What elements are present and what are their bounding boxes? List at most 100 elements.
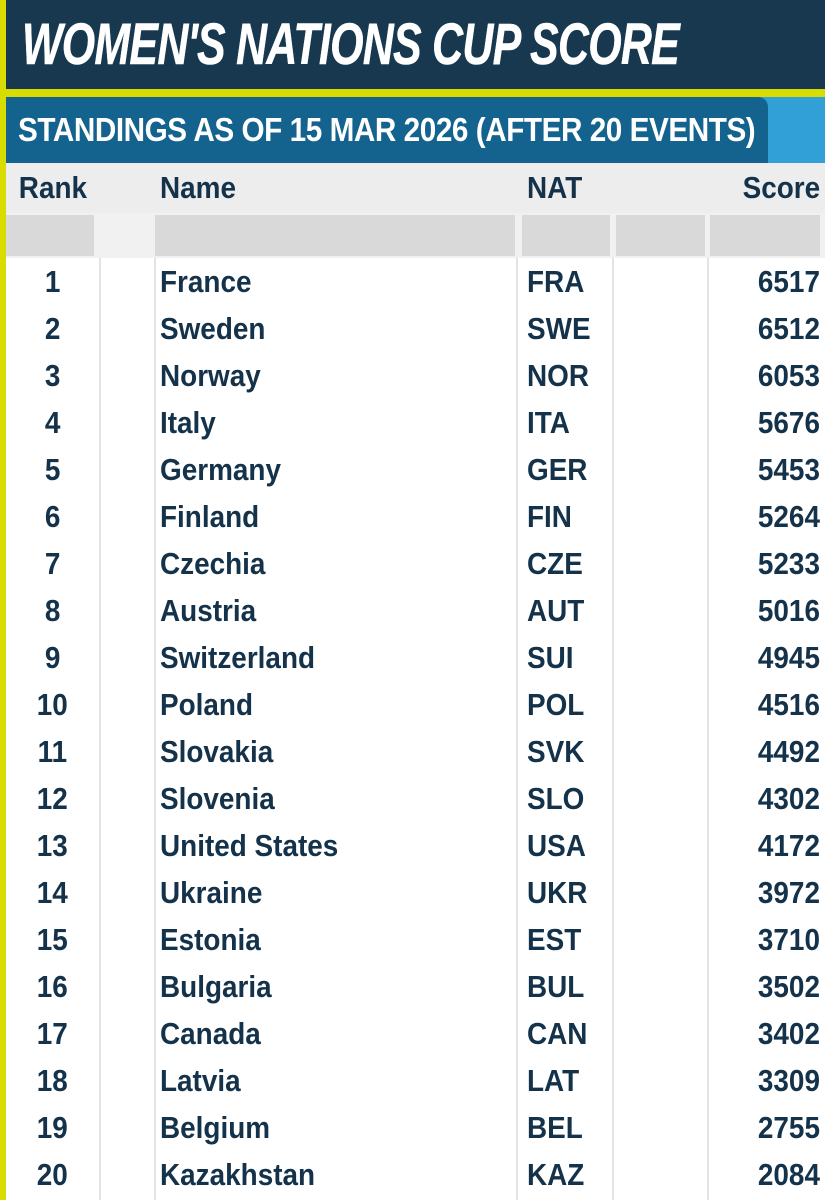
column-header-name-label: Name	[160, 170, 236, 205]
name-cell: France	[160, 264, 252, 299]
rank-cell-wrap: 3	[6, 352, 99, 399]
name-cell-wrap: Canada	[160, 1010, 272, 1057]
score-cell: 5453	[757, 452, 820, 487]
score-cell: 5016	[757, 593, 820, 628]
table-row: 1 France FRA 6517	[6, 258, 825, 305]
nat-cell: GER	[527, 452, 588, 487]
score-cell: 3710	[757, 922, 820, 957]
nat-cell: KAZ	[527, 1157, 585, 1192]
nat-cell-wrap: SUI	[527, 634, 579, 681]
table-row: 18 Latvia LAT 3309	[6, 1057, 825, 1104]
score-cell-wrap: 2084	[751, 1151, 820, 1198]
nat-cell: POL	[527, 687, 585, 722]
nat-cell: EST	[527, 922, 582, 957]
nat-cell-wrap: UKR	[527, 869, 594, 916]
standings-bar-inner: STANDINGS AS OF 15 MAR 2026 (AFTER 20 EV…	[6, 97, 768, 163]
rank-cell: 2	[44, 311, 61, 346]
rank-cell-wrap: 1	[6, 258, 99, 305]
rank-cell: 1	[44, 264, 61, 299]
standings-bar: STANDINGS AS OF 15 MAR 2026 (AFTER 20 EV…	[6, 97, 825, 163]
table-row: 6 Finland FIN 5264	[6, 493, 825, 540]
table-row: 2 Sweden SWE 6512	[6, 305, 825, 352]
rank-cell-wrap: 5	[6, 446, 99, 493]
score-cell-wrap: 2755	[751, 1104, 820, 1151]
column-separator	[707, 258, 709, 1200]
nat-cell: CAN	[527, 1016, 588, 1051]
score-cell: 4302	[757, 781, 820, 816]
score-cell: 2084	[757, 1157, 820, 1192]
table-row: 10 Poland POL 4516	[6, 681, 825, 728]
name-cell-wrap: Czechia	[160, 540, 277, 587]
score-cell-wrap: 6053	[751, 352, 820, 399]
score-cell-wrap: 3502	[751, 963, 820, 1010]
rank-cell: 11	[37, 734, 68, 769]
score-cell-wrap: 4945	[751, 634, 820, 681]
score-cell: 5264	[757, 499, 820, 534]
rank-cell: 6	[44, 499, 61, 534]
table-row: 20 Kazakhstan KAZ 2084	[6, 1151, 825, 1198]
rank-cell: 4	[44, 405, 61, 440]
score-cell: 5233	[757, 546, 820, 581]
name-cell: Belgium	[160, 1110, 271, 1145]
score-cell-wrap: 5264	[751, 493, 820, 540]
name-cell-wrap: Sweden	[160, 305, 277, 352]
name-cell: Finland	[160, 499, 260, 534]
score-cell: 4172	[757, 828, 820, 863]
rank-cell-wrap: 17	[6, 1010, 99, 1057]
score-cell-wrap: 3710	[751, 916, 820, 963]
name-cell-wrap: Kazakhstan	[160, 1151, 332, 1198]
name-cell: Estonia	[160, 922, 261, 957]
name-cell: Canada	[160, 1016, 261, 1051]
score-cell-wrap: 3402	[751, 1010, 820, 1057]
rank-cell-wrap: 12	[6, 775, 99, 822]
score-cell: 3972	[757, 875, 820, 910]
rank-cell-wrap: 10	[6, 681, 99, 728]
nat-cell-wrap: POL	[527, 681, 591, 728]
nat-cell: UKR	[527, 875, 588, 910]
score-cell: 6053	[757, 358, 820, 393]
name-cell-wrap: Poland	[160, 681, 263, 728]
name-cell-wrap: Finland	[160, 493, 270, 540]
column-separator	[99, 258, 101, 1200]
rank-cell: 15	[36, 922, 69, 957]
nat-cell: ITA	[527, 405, 570, 440]
rank-cell: 19	[36, 1110, 69, 1145]
score-cell-wrap: 4492	[751, 728, 820, 775]
score-cell: 6517	[757, 264, 820, 299]
filter-cell-rank	[6, 215, 94, 256]
name-cell: Kazakhstan	[160, 1157, 316, 1192]
nat-cell-wrap: BUL	[527, 963, 591, 1010]
rank-cell: 5	[44, 452, 61, 487]
score-cell-wrap: 6512	[751, 305, 820, 352]
score-cell-wrap: 3972	[751, 869, 820, 916]
rank-cell: 12	[36, 781, 69, 816]
name-cell-wrap: Italy	[160, 399, 222, 446]
nat-cell-wrap: SLO	[527, 775, 591, 822]
name-cell-wrap: Norway	[160, 352, 272, 399]
score-cell: 3502	[757, 969, 820, 1004]
table-row: 17 Canada CAN 3402	[6, 1010, 825, 1057]
rank-cell: 9	[44, 640, 61, 675]
page-title: WOMEN'S NATIONS CUP SCORE	[22, 12, 680, 78]
nat-cell-wrap: BEL	[527, 1104, 589, 1151]
rank-cell-wrap: 9	[6, 634, 99, 681]
name-cell: United States	[160, 828, 339, 863]
name-cell-wrap: France	[160, 258, 262, 305]
nat-cell-wrap: USA	[527, 822, 592, 869]
column-separator	[516, 258, 518, 1200]
column-separator	[612, 258, 614, 1200]
rank-cell: 7	[44, 546, 61, 581]
filter-cell-name	[155, 215, 515, 256]
table-row: 9 Switzerland SUI 4945	[6, 634, 825, 681]
score-cell-wrap: 6517	[751, 258, 820, 305]
name-cell-wrap: Slovakia	[160, 728, 286, 775]
rank-cell-wrap: 18	[6, 1057, 99, 1104]
rank-cell: 17	[36, 1016, 69, 1051]
rank-cell-wrap: 19	[6, 1104, 99, 1151]
name-cell-wrap: Belgium	[160, 1104, 282, 1151]
rank-cell-wrap: 11	[6, 728, 99, 775]
name-cell-wrap: Bulgaria	[160, 963, 284, 1010]
column-header-rank-label: Rank	[18, 170, 87, 205]
name-cell-wrap: Austria	[160, 587, 267, 634]
score-cell-wrap: 5453	[751, 446, 820, 493]
